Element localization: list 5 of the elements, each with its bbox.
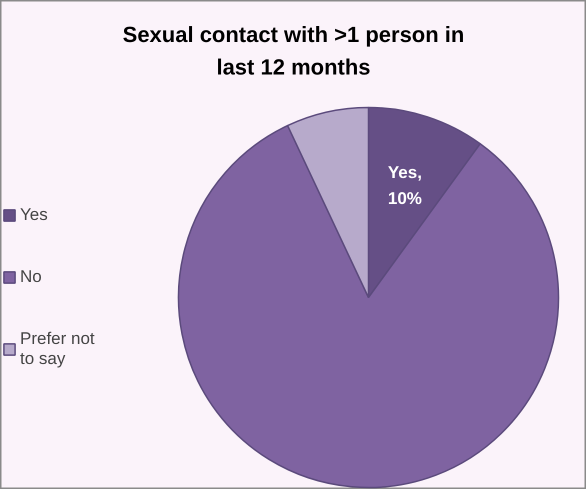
legend-label: No xyxy=(20,267,42,287)
legend-label: Yes xyxy=(20,205,48,225)
chart-title: Sexual contact with >1 person in last 12 months xyxy=(122,22,464,80)
legend-label: Prefer not to say xyxy=(20,329,95,369)
data-label: Yes, 10% xyxy=(388,163,422,208)
